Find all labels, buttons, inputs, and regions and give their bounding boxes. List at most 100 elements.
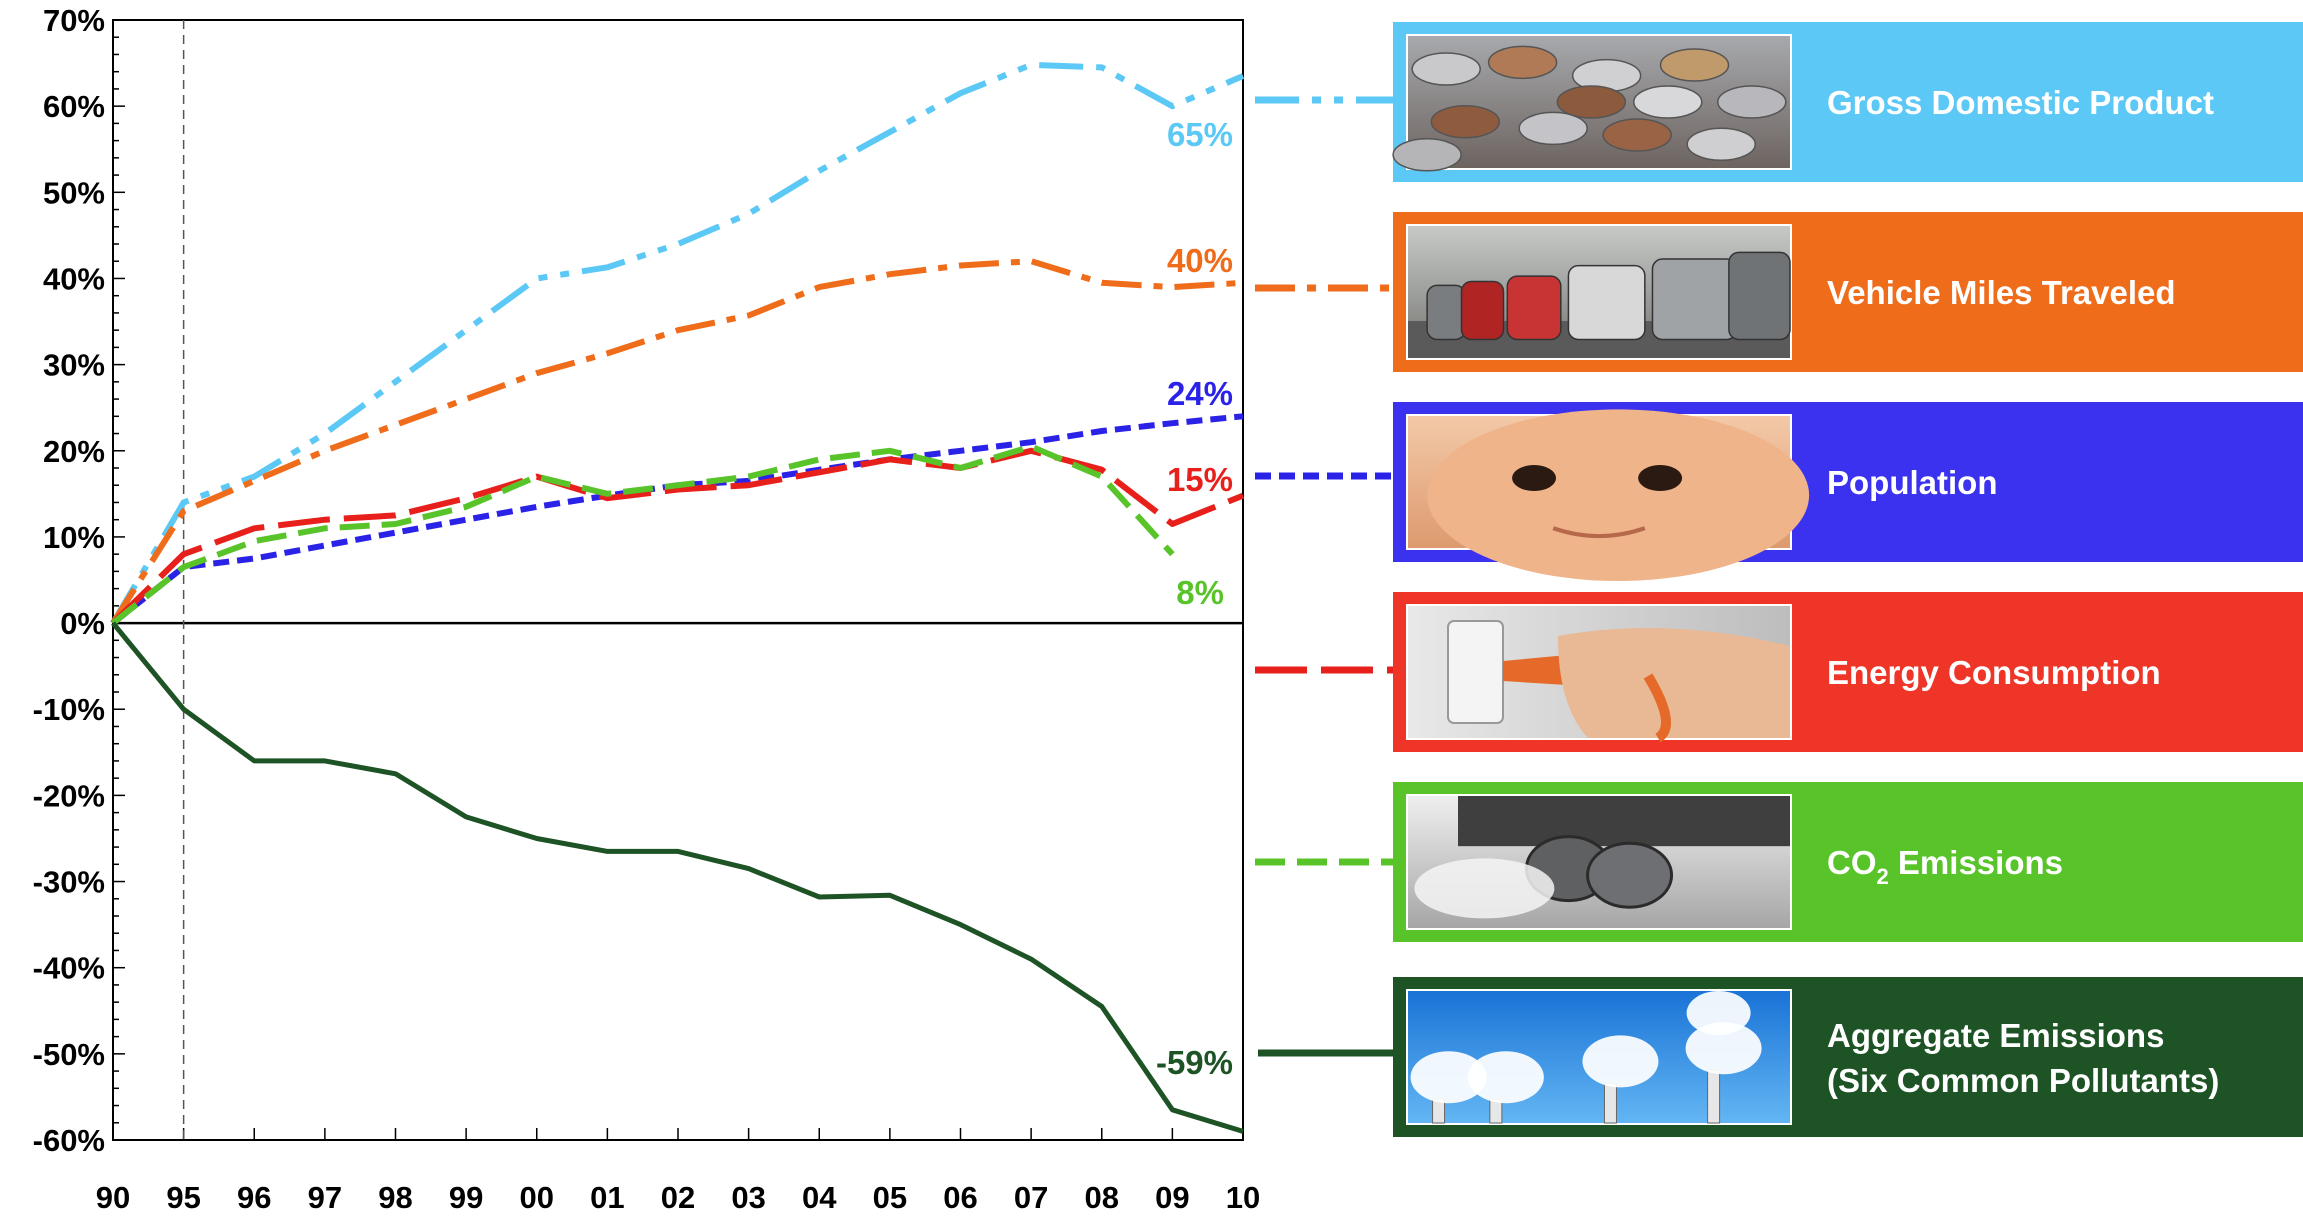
hand-shape — [1558, 628, 1790, 738]
legend-label: Vehicle Miles Traveled — [1827, 274, 2176, 311]
y-tick-label: -10% — [33, 692, 105, 727]
x-tick-label: 90 — [96, 1180, 130, 1215]
coin-shape — [1487, 45, 1558, 80]
x-tick-label: 95 — [166, 1180, 200, 1215]
y-tick-label: 60% — [43, 89, 105, 124]
x-tick-label: 07 — [1014, 1180, 1048, 1215]
x-tick-label: 10 — [1226, 1180, 1260, 1215]
cloud-shape — [1686, 991, 1751, 1035]
cord-shape — [1643, 673, 1671, 743]
eye-shape — [1638, 465, 1683, 492]
end-label-population: 24% — [1167, 375, 1233, 412]
y-tick-label: 20% — [43, 434, 105, 469]
y-tick-label: 10% — [43, 520, 105, 555]
end-label-co2-emissions: 8% — [1176, 574, 1224, 611]
series-group: 65% 40% 24% 15% 8% -59% — [110, 61, 1245, 1134]
x-tick-label: 98 — [378, 1180, 412, 1215]
x-tick-label: 02 — [661, 1180, 695, 1215]
legend-label: Population — [1827, 464, 1997, 501]
end-label-gross-domestic-product: 65% — [1167, 116, 1233, 153]
series-line-energy-consumption — [110, 447, 1245, 626]
legend-label: Aggregate Emissions — [1827, 1017, 2164, 1054]
y-tick-label: -50% — [33, 1037, 105, 1072]
car-shape — [1426, 284, 1467, 341]
x-tick-label: 05 — [873, 1180, 907, 1215]
x-tick-label: 04 — [802, 1180, 837, 1215]
y-tick-label: -60% — [33, 1123, 105, 1158]
x-axis: 90 95 96 97 98 99 00 01 02 03 04 05 06 07 08 09 10 — [96, 1128, 1260, 1215]
series-line-co2-emissions — [111, 443, 1175, 626]
smokestacks-photo — [1406, 989, 1792, 1125]
coin-shape — [1392, 138, 1462, 172]
face-shape — [1427, 409, 1810, 581]
smile-shape — [1552, 526, 1646, 539]
y-tick-label: 70% — [43, 3, 105, 38]
legend-panel-population: Population — [1393, 402, 2303, 581]
y-tick-label: 0% — [60, 606, 105, 641]
coin-shape — [1659, 48, 1730, 82]
plug-photo — [1406, 604, 1792, 743]
legend-panel-vehicle-miles-traveled: Vehicle Miles Traveled — [1393, 212, 2303, 372]
cloud-shape — [1410, 1051, 1487, 1104]
coin-shape — [1717, 85, 1787, 119]
car-shape — [1567, 264, 1646, 341]
car-shape — [1506, 275, 1562, 341]
legend-panel-aggregate-emissions-six-common-pollutants: Aggregate Emissions (Six Common Pollutant… — [1393, 977, 2303, 1137]
plot-area: -60% -50% -40% -30% -20% -10% 0% 10% 20% 30% 40% 50… — [33, 3, 1261, 1215]
x-tick-label: 09 — [1155, 1180, 1189, 1215]
end-label-energy-consumption: 15% — [1167, 461, 1233, 498]
series-line-vehicle-miles-traveled — [110, 258, 1244, 625]
coin-shape — [1602, 118, 1672, 152]
pipe-shape — [1586, 841, 1674, 909]
coin-shape — [1556, 85, 1627, 119]
y-axis: -60% -50% -40% -30% -20% -10% 0% 10% 20% 30% 40% 50… — [33, 3, 125, 1158]
legend-label-main: CO — [1827, 844, 1877, 881]
traffic-photo — [1406, 224, 1792, 360]
y-tick-label: 50% — [43, 175, 105, 210]
x-tick-label: 96 — [237, 1180, 271, 1215]
x-tick-label: 08 — [1085, 1180, 1119, 1215]
legend-label: Energy Consumption — [1827, 654, 2161, 691]
end-label-aggregate-emissions-six-common-pollutants: -59% — [1156, 1044, 1233, 1081]
legend-panel-gross-domestic-product: Gross Domestic Product — [1392, 22, 2303, 182]
outlet-shape — [1447, 620, 1504, 724]
coin-shape — [1633, 85, 1703, 119]
legend-label: CO2 Emissions — [1827, 844, 2063, 889]
coins-photo — [1392, 34, 1792, 172]
eye-shape — [1512, 465, 1557, 492]
smokestack-shape — [1707, 1069, 1721, 1124]
coin-shape — [1686, 127, 1756, 161]
baby-photo — [1406, 409, 1810, 581]
car-body-shape — [1458, 796, 1790, 847]
y-tick-label: -40% — [33, 951, 105, 986]
y-tick-label: 40% — [43, 261, 105, 296]
cloud-shape — [1582, 1035, 1659, 1088]
x-tick-label: 00 — [520, 1180, 554, 1215]
end-label-vehicle-miles-traveled: 40% — [1167, 242, 1233, 279]
legend-panel-energy-consumption: Energy Consumption — [1393, 592, 2303, 752]
coin-shape — [1518, 111, 1588, 146]
smokestack-shape — [1603, 1082, 1617, 1124]
legend-label-rest: Emissions — [1889, 844, 2063, 881]
x-tick-label: 99 — [449, 1180, 483, 1215]
x-tick-label: 97 — [308, 1180, 342, 1215]
y-tick-label: -20% — [33, 778, 105, 813]
series-line-gross-domestic-product — [110, 61, 1245, 625]
legend: Gross Domestic Product Vehicle Miles Trav… — [1255, 22, 2303, 1137]
y-tick-label: 30% — [43, 348, 105, 383]
cloud-shape — [1467, 1051, 1544, 1104]
y-tick-label: -30% — [33, 865, 105, 900]
legend-label-line2: (Six Common Pollutants) — [1827, 1062, 2219, 1099]
series-line-population — [111, 413, 1244, 626]
cloud-shape — [1685, 1022, 1762, 1075]
plot-frame — [112, 19, 1244, 1141]
legend-panel-co2-emissions: CO2 Emissions — [1393, 782, 2303, 942]
legend-label: Gross Domestic Product — [1827, 84, 2214, 121]
car-shape — [1728, 251, 1791, 341]
exhaust-photo — [1406, 794, 1792, 930]
x-tick-label: 03 — [731, 1180, 765, 1215]
coin-shape — [1430, 105, 1501, 139]
car-shape — [1651, 258, 1738, 341]
